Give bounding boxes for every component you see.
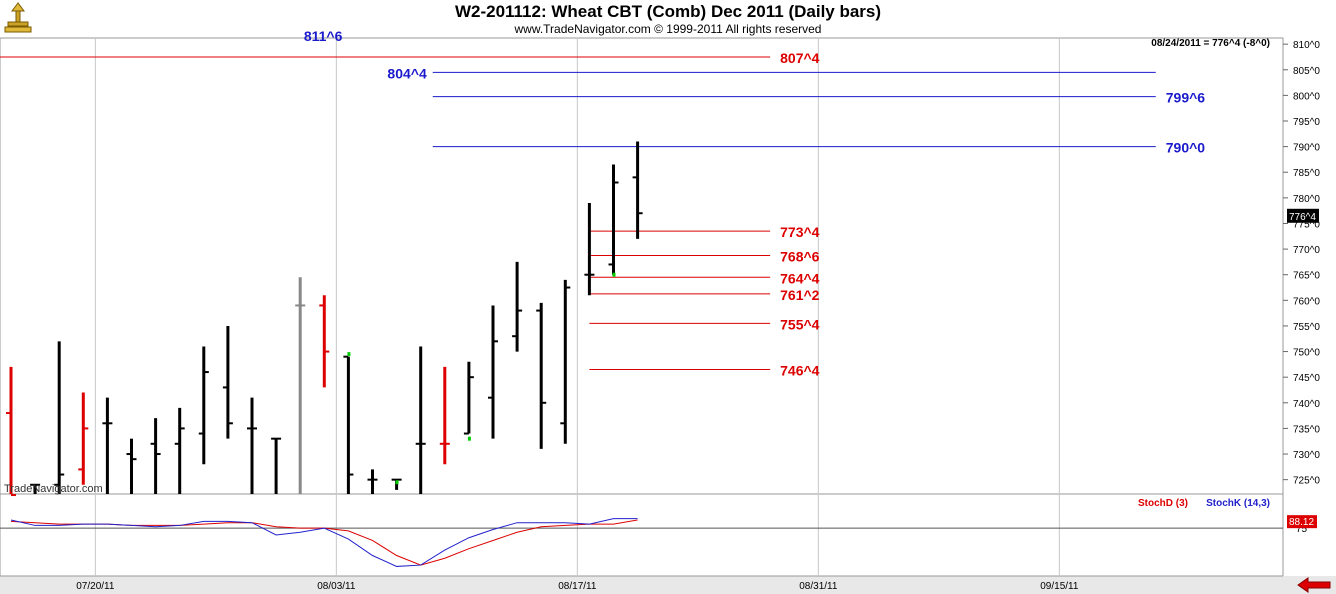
back-arrow-icon[interactable] [1296,577,1332,593]
level-label: 764^4 [780,270,820,286]
ohlc-bar [488,305,498,439]
level-label: 807^4 [780,50,820,66]
y-tick-label: 735^0 [1293,424,1320,435]
stoch-legend-d: StochD (3) [1138,498,1188,509]
bar-signal-marker [612,272,616,277]
ohlc-bar [6,366,16,497]
chart-header: W2-201112: Wheat CBT (Comb) Dec 2011 (Da… [0,0,1336,38]
last-price-box [1287,208,1319,223]
y-tick-label: 740^0 [1293,399,1320,410]
ohlc-bar [198,346,209,465]
y-tick-label: 755^0 [1293,322,1320,333]
bar-signal-marker [347,352,351,357]
y-tick-label: 765^0 [1293,271,1320,282]
y-tick-label: 785^0 [1293,168,1320,179]
price-readout: 08/24/2011 = 776^4 (-8^0) [1151,38,1270,49]
stoch-last-label: 88.12 [1289,517,1314,528]
stoch-y-tick-label: 75 [1296,524,1308,535]
level-label: 755^4 [780,316,820,332]
level-label: 804^4 [387,65,427,81]
y-tick-label: 780^0 [1293,194,1320,205]
y-tick-label: 750^0 [1293,348,1320,359]
level-label: 811^6 [304,28,343,44]
ohlc-bar [247,397,257,494]
x-tick-label: 08/17/11 [558,581,597,592]
level-label: 773^4 [780,224,820,240]
level-label: 746^4 [780,362,820,378]
y-tick-label: 810^0 [1293,40,1320,51]
ohlc-bar [439,366,450,465]
level-label: 790^0 [1166,140,1206,156]
last-price-label: 776^4 [1289,212,1316,223]
ohlc-bar [54,341,65,494]
ohlc-bar [367,469,378,494]
bar-signal-marker [395,480,399,485]
date-axis: 07/20/11 08/03/11 08/17/11 08/31/11 09/15/11 [76,581,1079,592]
chart-frame [0,37,1336,594]
stoch-series-line [10,518,638,567]
y-tick-label: 775^0 [1293,219,1320,230]
watermark-text: TradeNavigator.com [4,483,103,495]
copyright-subtitle: www.TradeNavigator.com © 1999-2011 All r… [514,22,822,36]
ohlc-bar [102,397,113,494]
stoch-legend-k: StochK (14,3) [1206,498,1270,509]
stoch-last-box [1287,515,1317,529]
ohlc-bar [415,346,426,494]
y-tick-label: 805^0 [1293,66,1320,77]
y-tick-label: 745^0 [1293,373,1320,384]
ohlc-bar [174,407,185,494]
y-tick-label: 790^0 [1293,143,1320,154]
x-tick-label: 09/15/11 [1040,581,1079,592]
y-tick-label: 725^0 [1293,476,1320,487]
ohlc-bar [632,141,643,239]
vertical-gridlines [94,38,1060,576]
x-tick-label: 08/31/11 [799,581,838,592]
ohlc-bar [391,478,402,490]
ohlc-bar [150,418,161,494]
level-label: 761^2 [780,287,820,303]
ohlc-bar [126,438,137,494]
x-tick-label: 07/20/11 [76,581,115,592]
ohlc-bar [319,295,330,388]
chart-title: W2-201112: Wheat CBT (Comb) Dec 2011 (Da… [454,2,882,21]
y-tick-label: 795^0 [1293,117,1320,128]
ohlc-bar [343,352,354,494]
ohlc-bar [608,164,619,277]
trade-navigator-logo-icon[interactable] [2,2,34,34]
ohlc-bar [560,279,571,444]
bar-signal-marker [467,436,471,441]
y-tick-label: 760^0 [1293,296,1320,307]
ohlc-bar [536,302,547,449]
ohlc-bar [295,277,306,494]
y-tick-label: 800^0 [1293,91,1320,102]
ohlc-bar [512,261,523,352]
ohlc-bar [584,202,595,296]
price-bars [6,141,643,497]
price-levels: 811^6 807^4 804^4 799^6 790^0 773^4 768^6 764^4… [0,28,1205,378]
ohlc-bar [463,361,474,441]
y-tick-label: 730^0 [1293,450,1320,461]
ohlc-bar [222,325,233,439]
x-tick-label: 08/03/11 [317,581,356,592]
ohlc-bar [78,392,89,485]
level-label: 768^6 [780,248,820,264]
level-label: 799^6 [1166,90,1206,106]
price-axis: 725^0 730^0 735^0 740^0 745^0 750^0 755^0 760^0… [1283,40,1320,487]
ohlc-bar [271,437,282,494]
y-tick-label: 770^0 [1293,245,1320,256]
ohlc-bar [30,483,41,494]
